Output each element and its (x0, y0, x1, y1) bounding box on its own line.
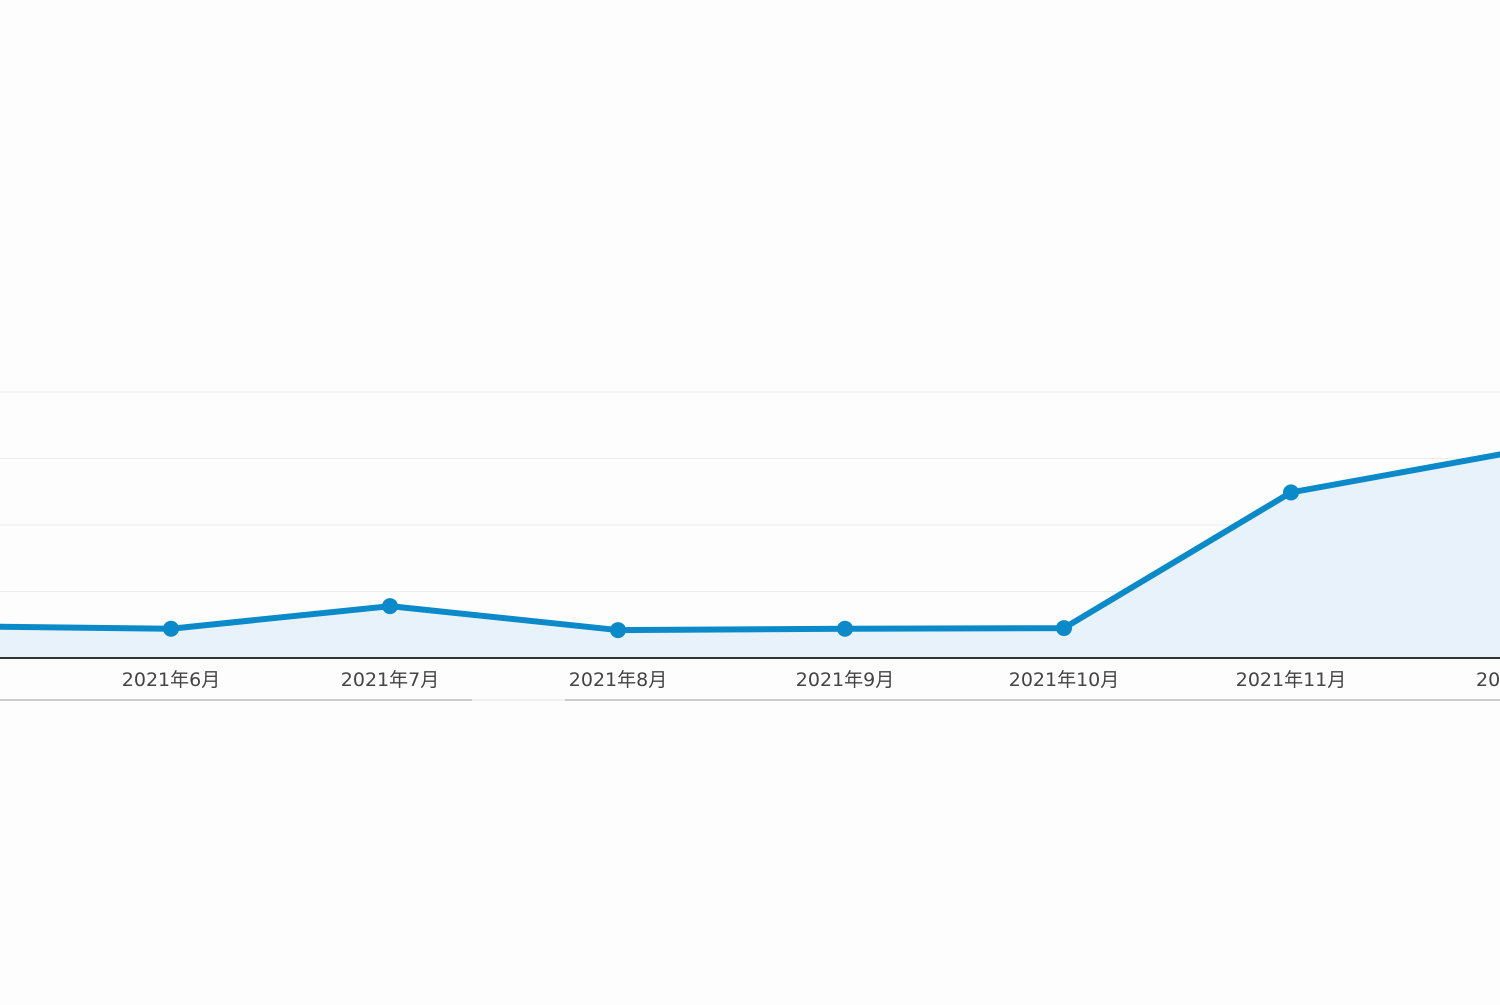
x-tick-label: 2021年11月 (1236, 669, 1347, 691)
x-tick-label: 2021年8月 (569, 669, 667, 691)
series-line (0, 451, 1500, 634)
tick-layer: 2021年6月 2021年7月 2021年8月 2021年9月 2021年10月 2021… (122, 669, 1500, 691)
area-layer (0, 454, 1500, 658)
x-tick-label: 2021年9月 (796, 669, 894, 691)
data-point[interactable] (1056, 620, 1072, 637)
data-point[interactable] (1283, 484, 1299, 501)
data-point[interactable] (837, 620, 853, 637)
data-point[interactable] (163, 620, 179, 637)
data-point[interactable] (610, 622, 626, 639)
x-tick-label: 2021年7月 (341, 669, 439, 691)
data-point[interactable] (382, 598, 398, 615)
x-tick-label: 20 (1476, 669, 1500, 691)
point-layer (163, 484, 1299, 639)
x-tick-label: 2021年6月 (122, 669, 220, 691)
series-area (0, 454, 1500, 658)
line-layer (0, 451, 1500, 634)
x-tick-label: 2021年10月 (1009, 669, 1120, 691)
